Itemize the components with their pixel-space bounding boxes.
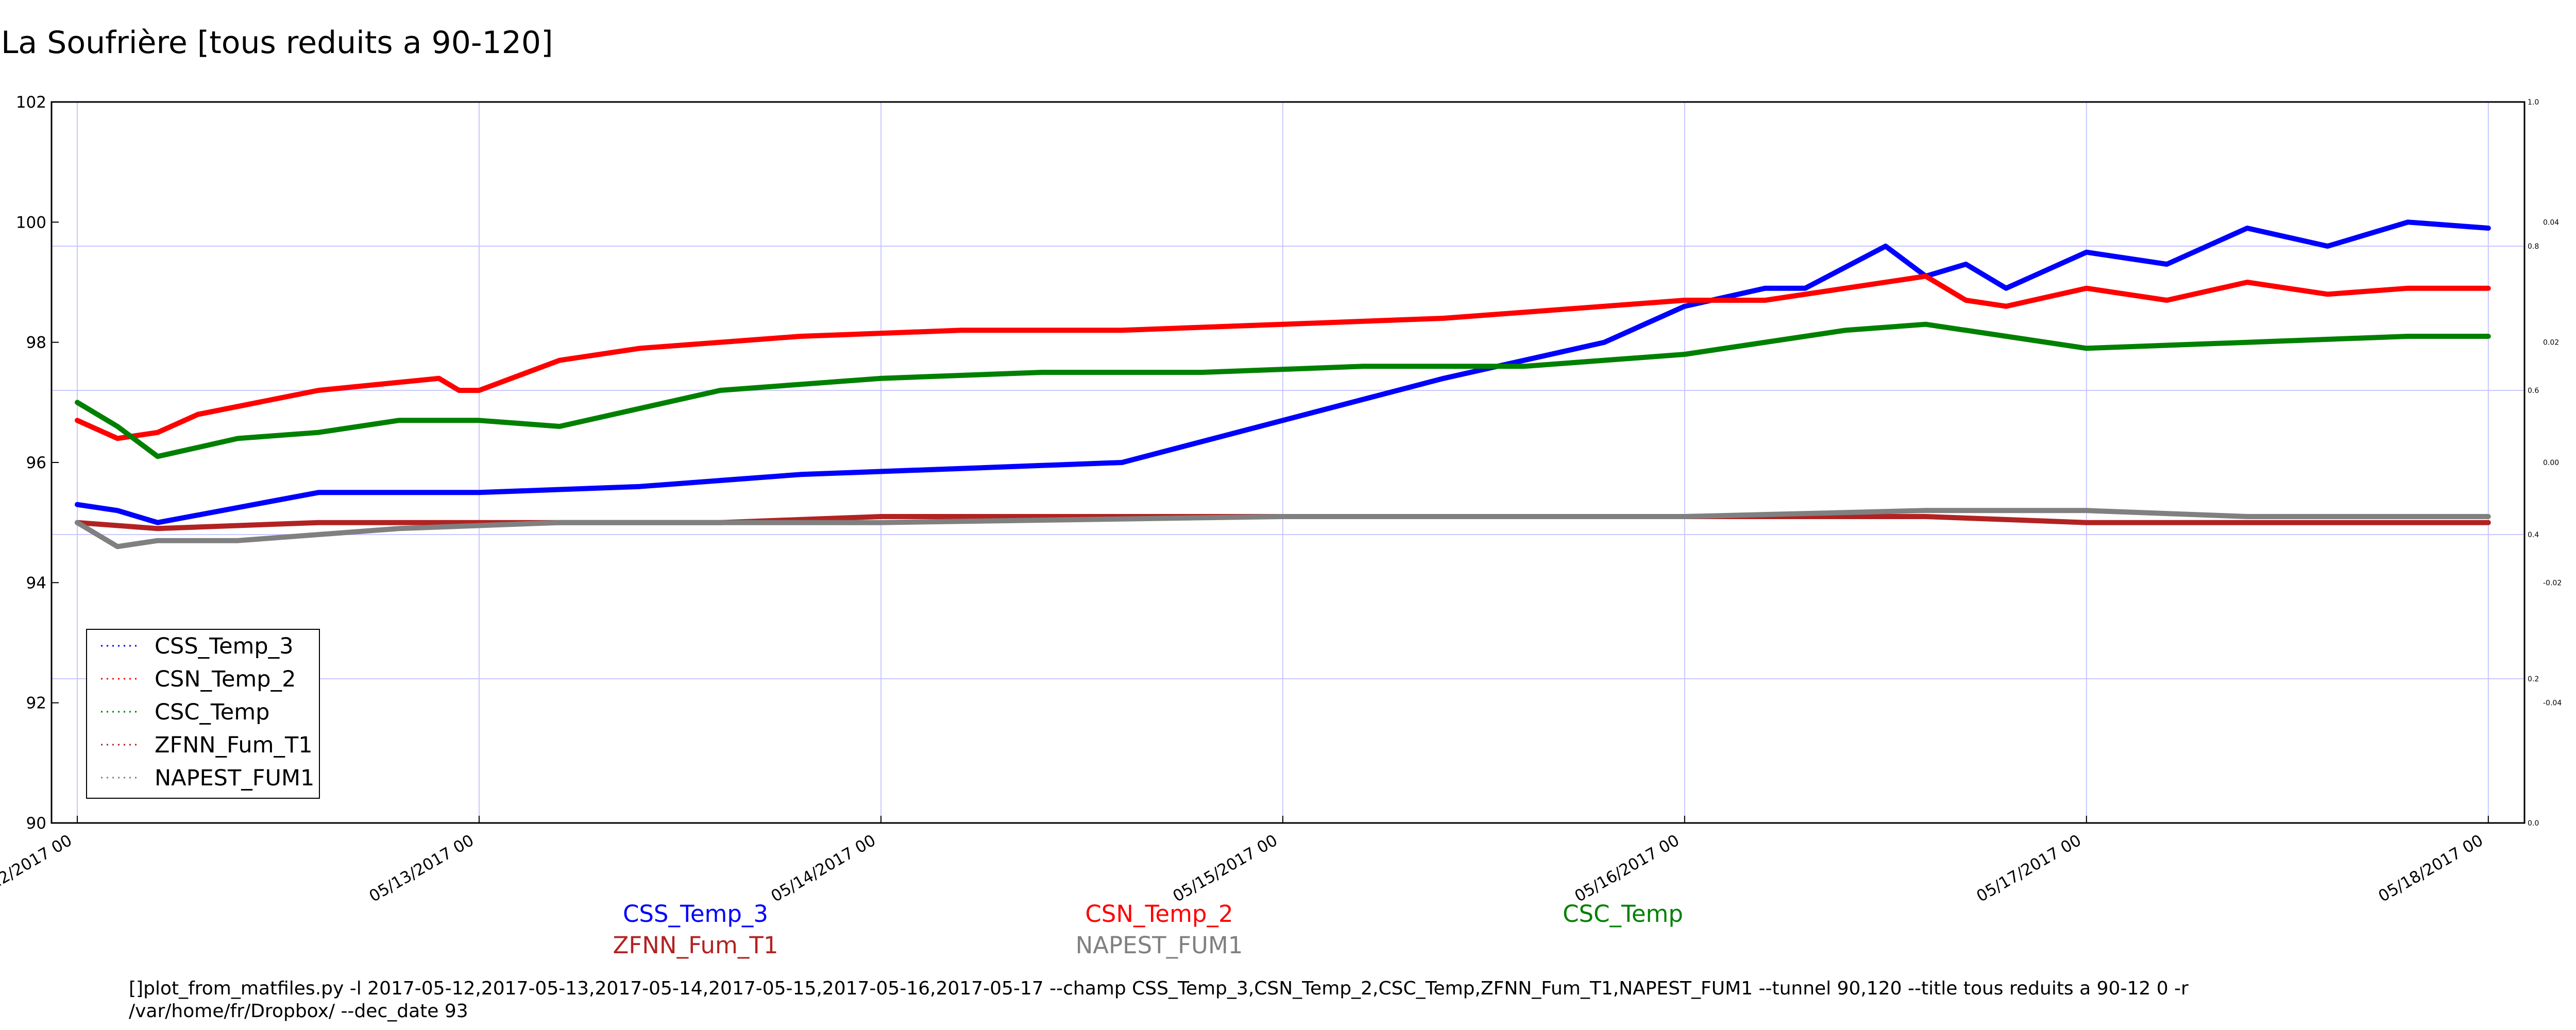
y-tick-label: 98 (26, 334, 46, 352)
series-group (75, 219, 2491, 550)
x-tick-label: 05/17/2017 00 (1973, 831, 2084, 906)
x-tick-label: 05/18/2017 00 (2375, 831, 2486, 906)
right-tick-label: 0.4 (2528, 531, 2539, 539)
label-csc-temp: CSC_Temp (1563, 900, 1683, 928)
label-zfnn-fum-t1: ZFNN_Fum_T1 (613, 932, 778, 959)
right-minor-tick-label: 0.02 (2543, 339, 2559, 347)
series-line-csn-temp-2 (75, 273, 2491, 441)
command-line-caption: []plot_from_matfiles.py -l 2017-05-12,20… (129, 978, 2189, 1022)
right-minor-tick-label: 0.04 (2543, 218, 2559, 227)
y-tick-label: 92 (26, 694, 46, 713)
right-tick-label: 0.6 (2528, 387, 2539, 395)
y-tick-label: 96 (26, 454, 46, 472)
right-minor-tick-label: -0.04 (2543, 699, 2562, 708)
y-tick-label: 90 (26, 814, 46, 833)
series-label-row: CSS_Temp_3 CSN_Temp_2 CSC_Temp ZFNN_Fum_… (613, 900, 1683, 959)
right-tick-label: 0.2 (2528, 675, 2539, 683)
y-axis: 90 92 94 96 98 100 102 (16, 93, 59, 833)
chart-title: La Soufrière [tous reduits a 90-120] (1, 25, 553, 61)
y-tick-label: 100 (16, 213, 46, 232)
right-minor-tick-label: -0.02 (2543, 579, 2562, 587)
x-axis: 05/12/2017 00 05/13/2017 00 05/14/2017 00 0… (0, 816, 2489, 906)
y-tick-label: 102 (16, 93, 46, 112)
series-line-csc-temp (75, 321, 2491, 459)
legend-box (86, 629, 320, 799)
x-tick-label: 05/13/2017 00 (366, 831, 477, 906)
right-tick-label: 1.0 (2528, 98, 2539, 107)
legend-label: CSN_Temp_2 (155, 666, 296, 692)
right-tick-label: 0.8 (2528, 243, 2539, 251)
x-tick-label: 05/16/2017 00 (1571, 831, 1682, 906)
x-tick-label: 05/14/2017 00 (768, 831, 878, 906)
legend-label: CSC_Temp (155, 699, 269, 725)
y-tick-label: 94 (26, 574, 46, 592)
label-csn-temp-2: CSN_Temp_2 (1085, 900, 1233, 928)
series-line-napest-fum1 (75, 508, 2491, 550)
legend-label: NAPEST_FUM1 (155, 765, 314, 791)
legend-label: CSS_Temp_3 (155, 633, 294, 659)
right-axis: 0.0 0.2 0.4 0.6 0.8 1.0 -0.04 -0.02 0.00 0.02 0.04 (2528, 98, 2562, 828)
chart: La Soufrière [tous reduits a 90-120] 05/… (0, 25, 2562, 959)
x-tick-label: 05/12/2017 00 (0, 831, 75, 906)
label-css-temp-3: CSS_Temp_3 (623, 900, 768, 928)
legend: CSS_Temp_3 CSN_Temp_2 CSC_Temp ZFNN_Fum_T1 N… (86, 629, 320, 799)
grid (52, 102, 2524, 823)
plot-frame (50, 101, 2526, 824)
x-tick-label: 05/15/2017 00 (1170, 831, 1280, 906)
right-minor-tick-label: 0.00 (2543, 459, 2559, 467)
label-napest-fum1: NAPEST_FUM1 (1076, 932, 1243, 959)
series-line-css-temp-3 (75, 219, 2491, 525)
right-tick-label: 0.0 (2528, 819, 2539, 828)
legend-label: ZFNN_Fum_T1 (155, 732, 313, 758)
